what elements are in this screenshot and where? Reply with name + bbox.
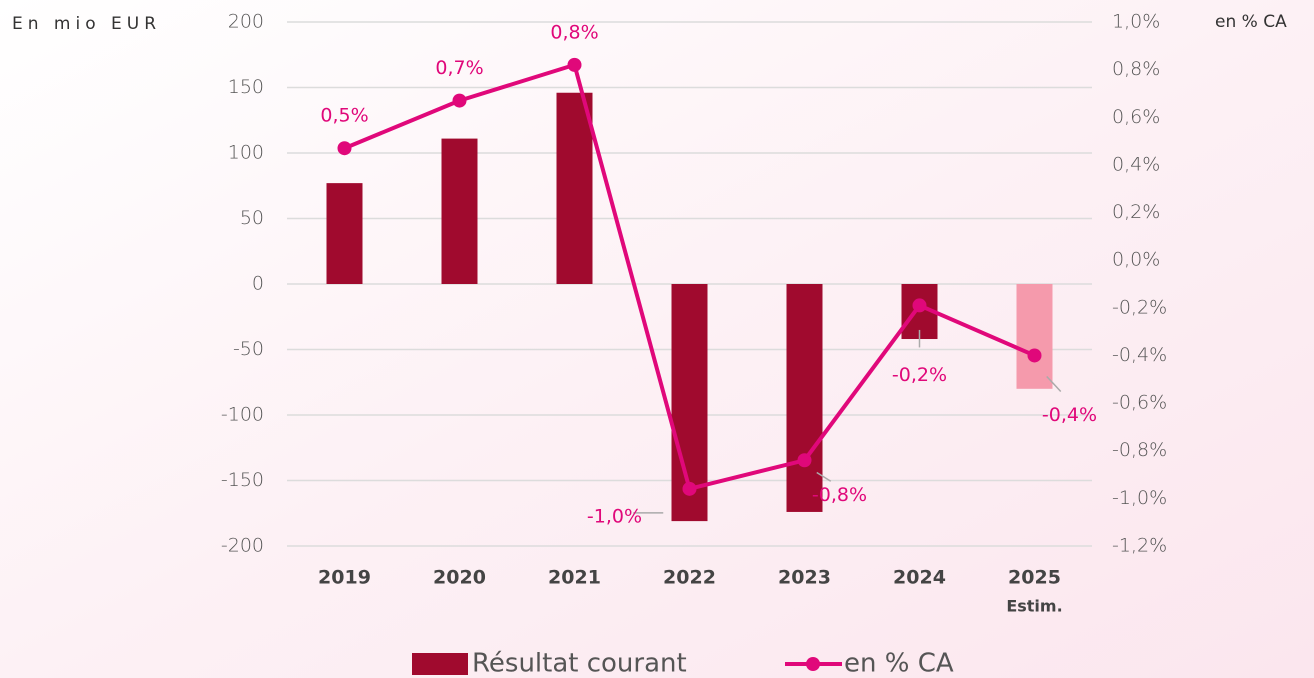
y2-tick-label: 0,0%	[1112, 249, 1160, 271]
point	[682, 481, 697, 496]
leader-line	[816, 471, 832, 482]
y2-axis-label: en % CA	[1215, 12, 1287, 32]
bar	[441, 138, 478, 284]
legend-marker	[806, 657, 820, 671]
x-tick-label: 2020	[433, 567, 486, 589]
bar	[786, 284, 823, 512]
y-tick-label: 150	[228, 76, 264, 98]
y-tick-label: 100	[228, 142, 264, 164]
data-label: 0,7%	[435, 57, 483, 79]
y2-tick-label: 0,6%	[1112, 106, 1160, 128]
x-tick-note: Estim.	[1006, 597, 1062, 616]
y2-tick-label: 0,8%	[1112, 58, 1160, 80]
y2-tick-label: -0,4%	[1112, 344, 1167, 366]
data-label: 0,8%	[550, 21, 598, 43]
x-tick-label: 2023	[778, 567, 831, 589]
data-label: -0,8%	[812, 484, 867, 506]
point	[337, 141, 352, 156]
x-tick-label: 2024	[893, 567, 946, 589]
point	[452, 93, 467, 108]
legend-swatch	[412, 653, 468, 675]
y2-tick-label: -0,8%	[1112, 439, 1167, 461]
point	[567, 57, 582, 72]
data-label: 0,5%	[320, 105, 368, 127]
legend-label: en % CA	[844, 649, 954, 678]
x-tick-label: 2019	[318, 567, 371, 589]
data-label: -0,2%	[892, 364, 947, 386]
y-tick-label: 0	[252, 273, 264, 295]
y-tick-label: -100	[221, 404, 264, 426]
leader-line	[1046, 375, 1062, 392]
point	[797, 453, 812, 468]
bar	[556, 92, 593, 285]
x-tick-label: 2025	[1008, 567, 1061, 589]
y2-tick-label: 0,4%	[1112, 153, 1160, 175]
y2-tick-label: -1,0%	[1112, 487, 1167, 509]
y-tick-label: 200	[228, 11, 264, 33]
point	[912, 298, 927, 313]
x-tick-label: 2021	[548, 567, 601, 589]
legend-label: Résultat courant	[472, 649, 687, 678]
y2-tick-label: 0,2%	[1112, 201, 1160, 223]
y2-tick-label: -0,2%	[1112, 296, 1167, 318]
data-label: -1,0%	[587, 505, 642, 527]
y-axis-label: En mio EUR	[12, 14, 161, 34]
bar	[326, 183, 363, 284]
y2-tick-label: -0,6%	[1112, 392, 1167, 414]
y-tick-label: -50	[233, 338, 264, 360]
y-tick-label: -200	[221, 535, 264, 557]
y2-tick-label: -1,2%	[1112, 535, 1167, 557]
y2-tick-label: 1,0%	[1112, 11, 1160, 33]
point	[1027, 348, 1042, 363]
bar	[1016, 284, 1053, 389]
x-tick-label: 2022	[663, 567, 716, 589]
y-tick-label: 50	[240, 207, 264, 229]
data-label: -0,4%	[1042, 404, 1097, 426]
y-tick-label: -150	[221, 469, 264, 491]
